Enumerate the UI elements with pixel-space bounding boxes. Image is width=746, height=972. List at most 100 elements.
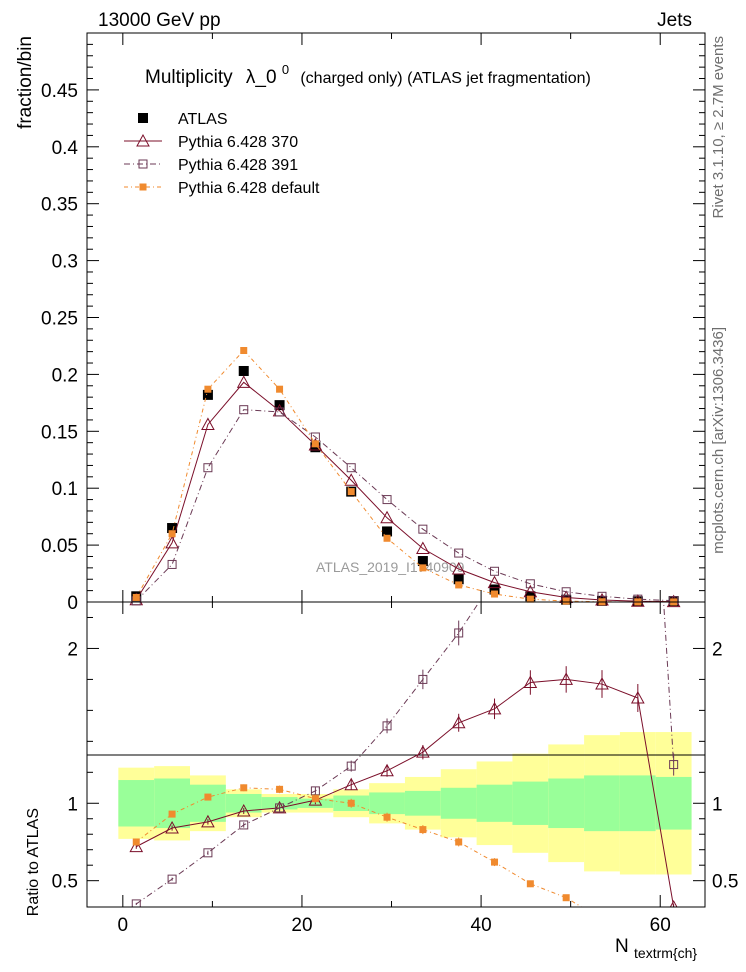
data-point — [347, 488, 355, 496]
y-tick-label: 0.4 — [52, 138, 79, 159]
ratio-point — [276, 785, 284, 793]
series-pythia-6-428-391 — [131, 405, 679, 606]
ratio-plot: 0.5 0.51 12 20 20 40 60 Ratio to ATLAS N textr… — [25, 601, 738, 961]
y-tick-label: 0.25 — [41, 309, 78, 330]
x-tick-label: 20 — [291, 915, 312, 936]
ratio-y-tick-label: 2 — [67, 639, 78, 660]
data-point — [240, 347, 248, 355]
data-point — [383, 534, 391, 542]
ratio-series-pythia-6-428-default — [132, 784, 583, 907]
data-point — [489, 584, 500, 595]
band-inner — [655, 776, 692, 830]
series-line — [135, 381, 674, 603]
ratio-point — [383, 813, 391, 821]
ratio-point — [344, 777, 359, 791]
legend: ATLAS Pythia 6.428 370 Pythia 6.428 391 Pyt… — [124, 111, 320, 197]
ratio-series — [129, 602, 679, 907]
ratio-y-tick-label-right: 1 — [712, 794, 723, 815]
y-tick-label: 0 — [67, 593, 78, 614]
ratio-point — [239, 820, 249, 830]
main-series — [129, 347, 681, 608]
ratio-y-tick-label: 1 — [67, 794, 78, 815]
legend-label: Pythia 6.428 default — [178, 180, 320, 197]
data-point — [201, 417, 215, 430]
legend-label: Pythia 6.428 391 — [178, 157, 298, 174]
data-point — [311, 440, 319, 448]
ratio-point — [559, 672, 574, 685]
data-point — [454, 548, 464, 558]
band-inner — [512, 781, 549, 825]
ratio-point — [416, 745, 430, 758]
ratio-line — [135, 602, 675, 905]
data-point — [487, 575, 502, 589]
data-point — [275, 407, 285, 417]
band-inner — [619, 775, 656, 832]
legend-label: Pythia 6.428 370 — [178, 134, 298, 151]
data-point — [204, 385, 212, 393]
data-point — [419, 564, 427, 572]
ratio-point — [523, 675, 538, 689]
ratio-point — [131, 899, 141, 907]
band-inner — [476, 784, 513, 822]
x-axis-label-sub: textrm{ch} — [634, 945, 697, 961]
ratio-point — [418, 674, 428, 684]
band-inner — [548, 778, 585, 829]
legend-marker — [138, 113, 148, 123]
chart-title: Multiplicity λ_0 0 (charged only) (ATLAS… — [145, 58, 591, 88]
series-line — [135, 409, 674, 602]
main-plot: 0 0.05 0.1 0.15 0.2 0.25 0.3 0.35 0.4 0.45 fracti… — [15, 32, 706, 614]
data-point — [344, 473, 359, 486]
ratio-point — [526, 880, 534, 888]
data-point — [239, 405, 249, 415]
header-left: 13000 GeV pp — [98, 10, 221, 31]
ratio-point — [562, 894, 570, 902]
ratio-point — [454, 628, 464, 638]
ratio-series-pythia-6-428-391 — [131, 602, 679, 907]
y-tick-label: 0.05 — [41, 536, 78, 557]
ratio-point — [487, 701, 502, 715]
ratio-y-tick-label-right: 0.5 — [712, 872, 738, 893]
data-point — [203, 463, 213, 473]
main-y-label: fraction/bin — [15, 36, 36, 129]
legend-marker — [136, 133, 150, 147]
data-point — [382, 495, 392, 505]
band-inner — [118, 780, 155, 827]
ratio-point — [380, 763, 394, 777]
legend-marker — [139, 183, 147, 191]
ratio-point — [491, 858, 499, 866]
band-inner — [369, 792, 405, 815]
ratio-point — [204, 793, 212, 801]
ratio-line — [136, 678, 675, 907]
ratio-point — [165, 820, 179, 834]
ratio-point — [240, 784, 248, 792]
data-point — [202, 389, 213, 400]
ratio-point — [347, 799, 355, 807]
ratio-point — [129, 839, 144, 853]
data-point — [380, 510, 394, 524]
ratio-point — [451, 715, 466, 729]
band-inner — [440, 787, 477, 819]
legend-label: ATLAS — [178, 111, 228, 128]
data-point — [561, 587, 571, 597]
header-right: Jets — [657, 10, 692, 31]
ratio-bands — [118, 732, 692, 875]
ratio-point — [132, 838, 140, 846]
ratio-point — [595, 677, 609, 690]
ratio-point — [346, 761, 356, 771]
ratio-point — [630, 690, 645, 704]
ratio-point — [167, 874, 177, 884]
side-label-bottom: mcplots.cern.ch [arXiv:1306.3436] — [710, 327, 727, 554]
ratio-y-tick-label-right: 2 — [712, 639, 723, 660]
data-point — [491, 590, 499, 598]
chart-title-rest: (charged only) (ATLAS jet fragmentation) — [300, 70, 591, 87]
data-point — [490, 566, 500, 576]
y-tick-label: 0.35 — [41, 195, 78, 216]
x-tick-label: 60 — [650, 915, 671, 936]
ratio-point — [275, 803, 285, 813]
x-tick-label: 40 — [471, 915, 492, 936]
data-point — [455, 581, 463, 589]
ratio-y-tick-label: 0.5 — [52, 872, 78, 893]
band-inner — [225, 793, 262, 813]
data-point — [451, 561, 466, 575]
x-tick-label: 0 — [118, 915, 129, 936]
